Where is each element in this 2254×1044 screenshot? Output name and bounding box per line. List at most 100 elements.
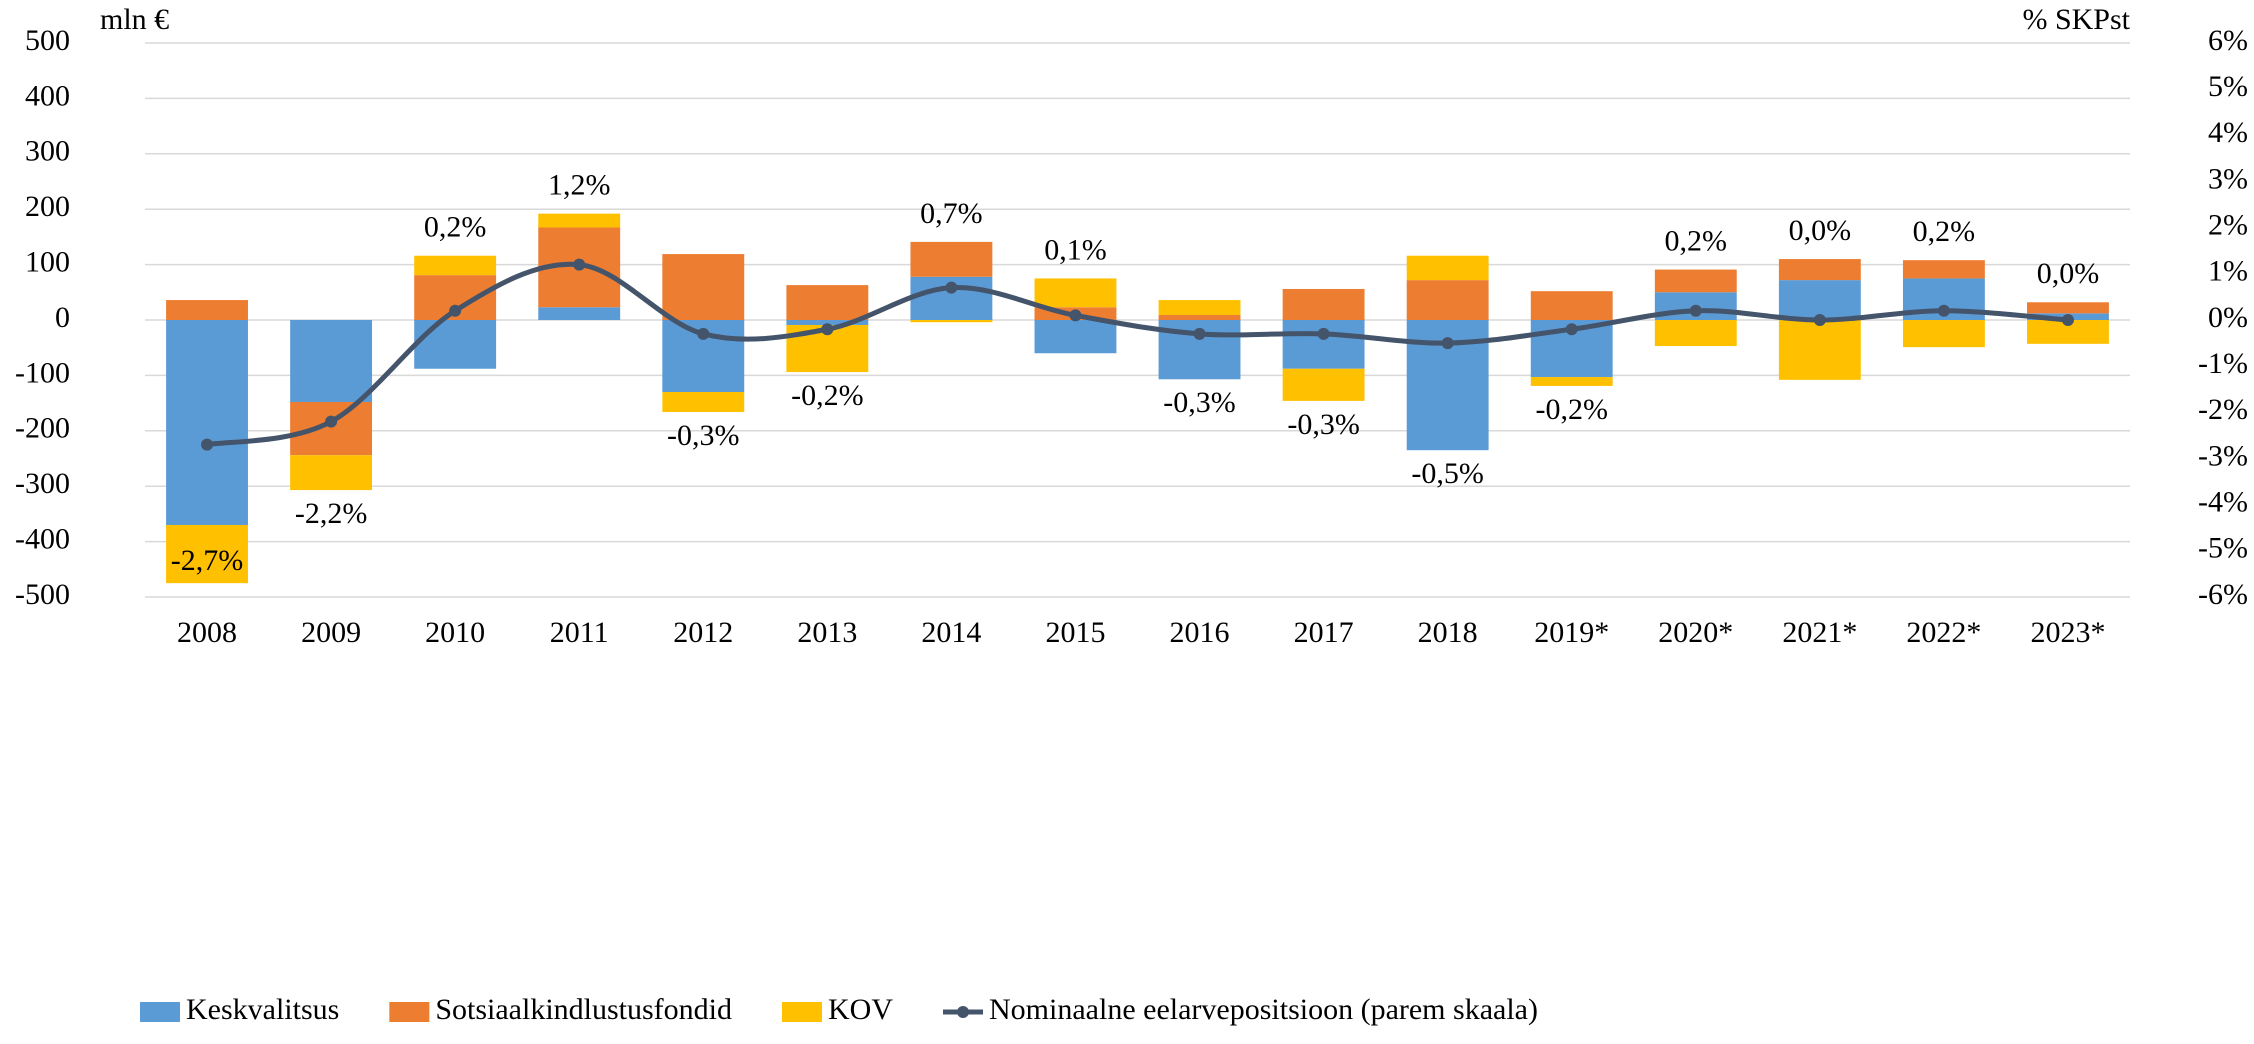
bar-segment: [910, 241, 993, 277]
bar-segment: [1530, 377, 1613, 386]
y2-tick-label: -3%: [2198, 439, 2248, 472]
y-tick-label: 400: [25, 79, 70, 112]
bar-segment: [414, 255, 497, 276]
data-label: 1,2%: [548, 169, 611, 202]
bar-segment: [166, 320, 248, 525]
bar-segment: [1654, 320, 1737, 347]
bar-segment: [910, 320, 993, 323]
bar-segment: [1282, 288, 1365, 320]
x-tick-label: 2011: [550, 616, 609, 649]
bar-segment: [1034, 278, 1117, 308]
legend-swatch: [140, 1002, 180, 1022]
bar-segment: [166, 524, 248, 584]
line-marker: [1317, 327, 1330, 340]
bar-segment: [662, 392, 745, 412]
bar-segment: [1158, 315, 1241, 320]
bar-segment: [1282, 368, 1365, 401]
legend-label: Keskvalitsus: [186, 993, 339, 1026]
bar-segment: [662, 254, 745, 320]
bar-segment: [1530, 291, 1613, 320]
x-tick-label: 2008: [177, 616, 237, 649]
data-label: 0,0%: [2037, 257, 2100, 290]
data-label: 0,0%: [1789, 214, 1852, 247]
bar-segment: [538, 307, 621, 320]
y2-tick-label: -6%: [2198, 578, 2248, 611]
legend-label: Nominaalne eelarvepositsioon (parem skaa…: [989, 993, 1538, 1026]
data-label: -0,5%: [1411, 457, 1483, 490]
x-tick-label: 2013: [797, 616, 857, 649]
x-tick-label: 2021*: [1782, 616, 1857, 649]
bar-segment: [2027, 320, 2109, 344]
x-tick-label: 2023*: [2030, 616, 2105, 649]
bar-segment: [290, 401, 373, 456]
y-tick-label: -500: [15, 578, 70, 611]
line-marker: [697, 327, 710, 340]
x-tick-label: 2018: [1418, 616, 1478, 649]
data-label: -0,3%: [1163, 386, 1235, 419]
data-label: -0,2%: [791, 379, 863, 412]
y-tick-label: 100: [25, 245, 70, 278]
bar-segment: [1654, 269, 1737, 293]
x-tick-label: 2019*: [1534, 616, 1609, 649]
y2-tick-label: 1%: [2208, 255, 2248, 288]
y2-tick-label: -5%: [2198, 532, 2248, 565]
bar-segment: [1902, 320, 1985, 348]
bar-segment: [414, 320, 497, 369]
bar-segment: [166, 300, 248, 320]
y2-tick-label: -1%: [2198, 347, 2248, 380]
legend-label: KOV: [828, 993, 893, 1026]
line-marker: [1069, 309, 1082, 322]
x-tick-label: 2014: [921, 616, 981, 649]
line-marker: [821, 323, 834, 336]
data-label: 0,2%: [424, 211, 487, 244]
legend-swatch: [957, 1006, 970, 1018]
x-tick-label: 2012: [673, 616, 733, 649]
bar-segment: [1778, 259, 1861, 281]
bar-segment: [1034, 320, 1117, 354]
y-tick-label: -100: [15, 356, 70, 389]
line-marker: [1689, 304, 1702, 317]
bar-segment: [1406, 280, 1489, 320]
legend-label: Sotsiaalkindlustusfondid: [435, 993, 732, 1026]
x-tick-label: 2015: [1045, 616, 1105, 649]
bar-segment: [1158, 300, 1241, 316]
bar-segment: [786, 285, 869, 320]
line-marker: [1813, 314, 1826, 326]
bar-segment: [290, 320, 373, 402]
y-tick-label: -300: [15, 467, 70, 500]
x-tick-label: 2010: [425, 616, 485, 649]
bar-segment: [2027, 302, 2109, 314]
data-label: -0,3%: [667, 419, 739, 452]
legend-swatch: [389, 1002, 430, 1022]
y2-axis-title: % SKPst: [2022, 3, 2130, 36]
y-tick-label: 200: [25, 190, 70, 223]
y2-tick-label: -4%: [2198, 486, 2248, 519]
bar-segment: [1282, 320, 1365, 369]
y-tick-label: 0: [55, 301, 70, 334]
y2-tick-label: 2%: [2208, 209, 2248, 242]
data-label: 0,1%: [1044, 233, 1107, 266]
bar-segment: [1778, 280, 1861, 320]
y2-tick-label: 4%: [2208, 116, 2248, 149]
bar-segment: [290, 455, 373, 491]
line-marker: [573, 258, 586, 271]
data-label: 0,7%: [920, 197, 983, 230]
y-tick-label: 300: [25, 135, 70, 168]
y2-tick-label: 0%: [2208, 301, 2248, 334]
bar-segment: [786, 320, 869, 325]
data-label: -2,2%: [295, 497, 367, 530]
data-label: -2,7%: [171, 544, 243, 577]
x-tick-label: 2009: [301, 616, 361, 649]
y-tick-label: 500: [25, 24, 70, 57]
line-marker: [1937, 304, 1950, 317]
line-marker: [945, 281, 958, 294]
data-label: -0,2%: [1535, 393, 1607, 426]
y-axis-title: mln €: [100, 3, 169, 36]
line-marker: [2061, 314, 2074, 326]
x-tick-label: 2016: [1170, 616, 1230, 649]
y2-tick-label: 6%: [2208, 24, 2248, 57]
line-marker: [1193, 327, 1206, 340]
bar-segment: [538, 213, 621, 228]
x-tick-label: 2020*: [1658, 616, 1733, 649]
